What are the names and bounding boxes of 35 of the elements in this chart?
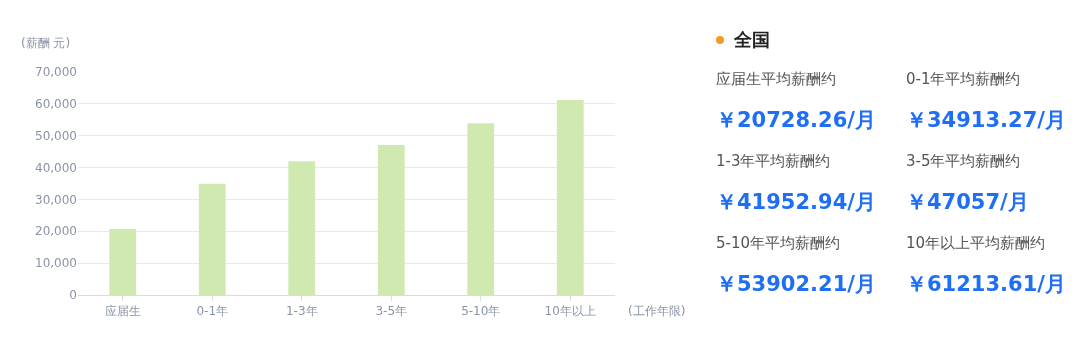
y-tick-label: 10,000 bbox=[35, 256, 77, 271]
text: 5-10年平均薪酬约 bbox=[716, 233, 842, 254]
text: 1-3年平均薪酬约 bbox=[716, 151, 832, 172]
bar bbox=[288, 161, 316, 295]
text: ￥20728.26/月 bbox=[716, 107, 877, 134]
text: ￥47057/月 bbox=[906, 189, 1030, 216]
text: ￥53902.21/月 bbox=[716, 271, 877, 298]
y-tick-label: 50,000 bbox=[35, 128, 77, 143]
bar bbox=[109, 228, 137, 295]
x-tick-label: 0-1年 bbox=[196, 304, 229, 319]
x-axis-title: (工作年限) bbox=[628, 304, 686, 318]
x-tick-label: 10年以上 bbox=[544, 304, 596, 319]
y-tick-label: 20,000 bbox=[35, 224, 77, 239]
text: ￥34913.27/月 bbox=[906, 107, 1067, 134]
text: 0-1年平均薪酬约 bbox=[906, 69, 1022, 90]
y-tick-label: 30,000 bbox=[35, 192, 77, 207]
text: 应届生平均薪酬约 bbox=[716, 69, 837, 90]
bar bbox=[377, 145, 405, 295]
text: 全国 bbox=[734, 28, 770, 52]
text: ￥41952.94/月 bbox=[716, 189, 877, 216]
x-tick-label: 3-5年 bbox=[375, 304, 408, 319]
y-tick-label: 40,000 bbox=[35, 160, 77, 175]
x-tick-label: 5-10年 bbox=[461, 304, 501, 319]
bar bbox=[556, 99, 584, 295]
text: 3-5年平均薪酬约 bbox=[906, 151, 1022, 172]
bar bbox=[467, 123, 495, 295]
text: 10年以上平均薪酬约 bbox=[906, 233, 1047, 254]
x-tick-label: 应届生 bbox=[104, 304, 141, 319]
y-tick-label: 60,000 bbox=[35, 97, 77, 112]
y-axis-title: (薪酬 元) bbox=[21, 36, 71, 50]
x-tick-label: 1-3年 bbox=[285, 304, 318, 319]
y-tick-label: 0 bbox=[69, 288, 77, 303]
text: ￥61213.61/月 bbox=[906, 271, 1067, 298]
y-tick-label: 70,000 bbox=[35, 65, 77, 80]
bar bbox=[198, 183, 226, 295]
